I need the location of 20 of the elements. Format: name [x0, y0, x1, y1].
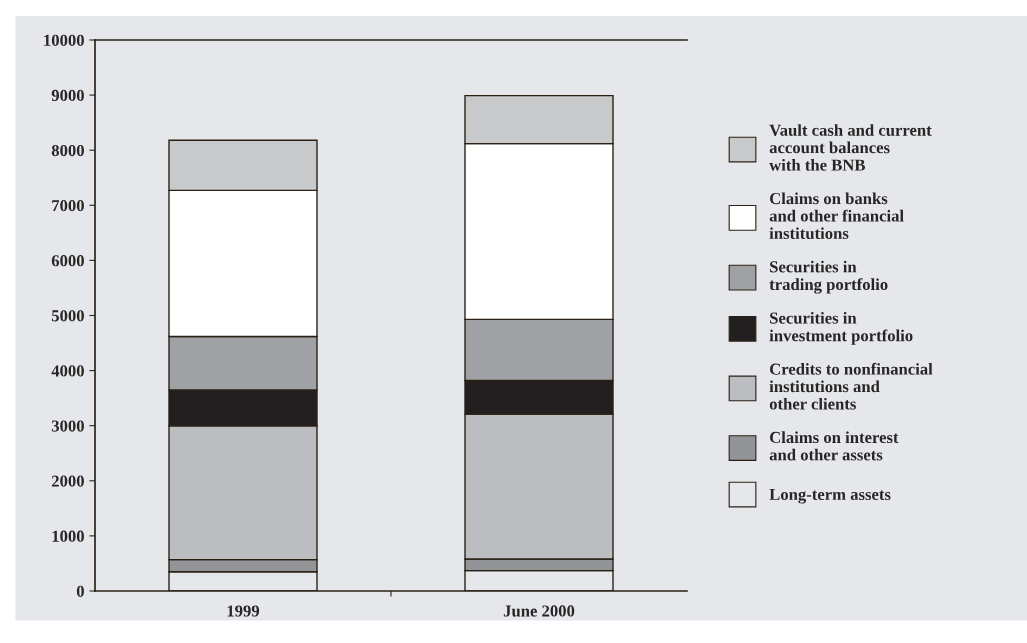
y-tick-label: 7000 — [52, 200, 84, 212]
x-tick-label: 1999 — [227, 605, 260, 617]
legend-label: Claims on banks and other financial institutions — [769, 192, 904, 240]
x-tick-label: June 2000 — [503, 605, 575, 617]
y-tick-label: 0 — [76, 585, 84, 597]
y-tick-label: 10000 — [44, 34, 84, 46]
y-tick-label: 8000 — [51, 144, 84, 157]
legend-label: Securities in trading portfolio — [769, 260, 888, 294]
y-tick-label: 5000 — [51, 310, 84, 322]
y-tick-label: 9000 — [51, 89, 84, 102]
legend-label: Claims on interest and other assets — [769, 431, 899, 461]
y-tick-label: 3000 — [51, 420, 84, 432]
y-tick-label: 2000 — [51, 475, 84, 487]
y-tick-label: 1000 — [52, 530, 84, 542]
legend-label: Securities in investment portfolio — [769, 311, 913, 345]
legend-label: Credits to nonfinancial institutions and other clients — [769, 362, 933, 410]
y-tick-label: 4000 — [51, 365, 84, 377]
y-tick-label: 6000 — [51, 255, 84, 267]
legend-label: Vault cash and current account balances with the BNB — [769, 124, 932, 171]
legend-label: Long-term assets — [769, 488, 891, 504]
